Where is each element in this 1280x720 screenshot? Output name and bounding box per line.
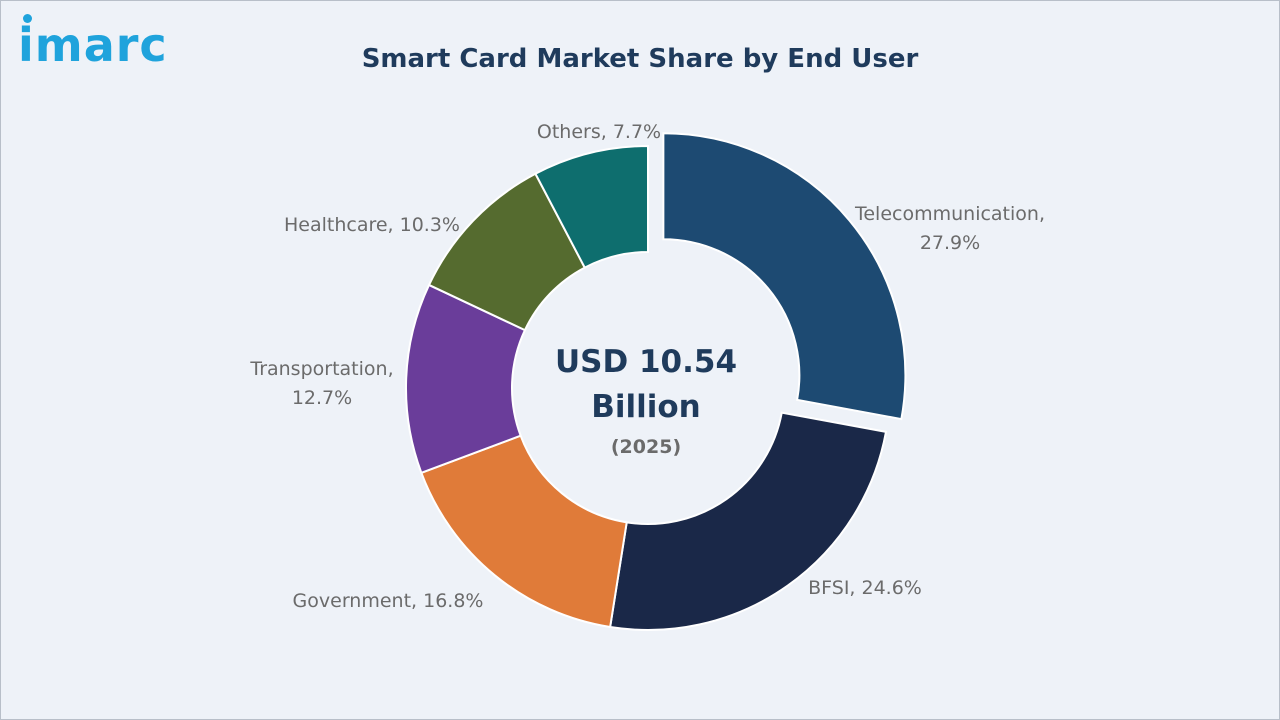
logo-dot: [23, 14, 32, 23]
slice-others: [534, 144, 649, 269]
slice-label-telecommunication: Telecommunication, 27.9%: [854, 203, 1045, 254]
imarc-logo: imarc: [18, 18, 168, 72]
slice-label-healthcare: Healthcare, 10.3%: [284, 214, 460, 236]
slice-government: [420, 434, 628, 629]
slice-label-transportation: Transportation, 12.7%: [249, 358, 393, 409]
slice-label-government: Government, 16.8%: [293, 590, 484, 612]
center-value-line2: Billion: [591, 389, 701, 425]
slice-bfsi: [608, 411, 888, 631]
donut-slices: [405, 132, 907, 631]
center-year: (2025): [611, 436, 681, 458]
chart-title: Smart Card Market Share by End User: [361, 44, 919, 74]
slice-labels: Telecommunication, 27.9% BFSI, 24.6% Govern…: [249, 121, 1045, 612]
center-value-line1: USD 10.54: [555, 344, 737, 380]
slice-label-bfsi: BFSI, 24.6%: [808, 577, 922, 599]
slice-telecommunication: [662, 132, 907, 421]
slice-label-others: Others, 7.7%: [537, 121, 661, 143]
